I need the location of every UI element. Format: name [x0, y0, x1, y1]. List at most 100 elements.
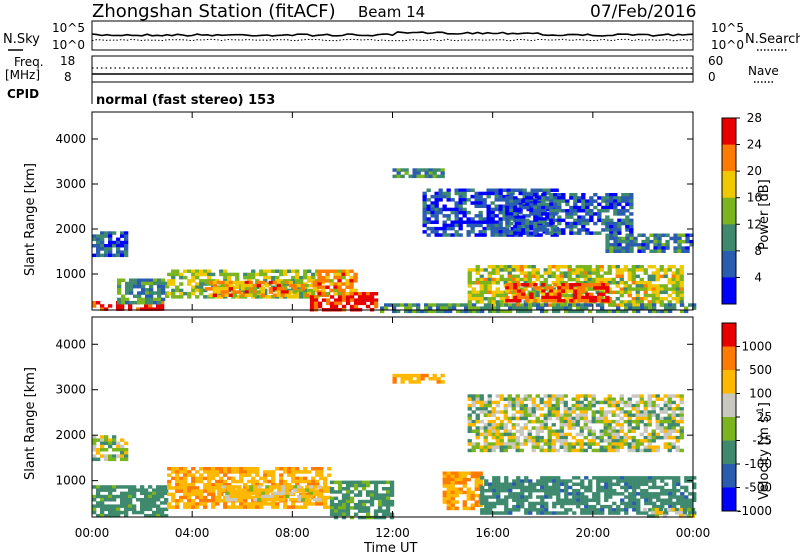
heatmap-cell	[631, 277, 636, 282]
heatmap-cell	[675, 284, 680, 288]
heatmap-cell	[641, 249, 646, 253]
heatmap-cell	[199, 269, 204, 273]
heatmap-cell	[263, 272, 268, 277]
heatmap-cell	[596, 492, 601, 496]
heatmap-cell	[553, 199, 558, 203]
heatmap-cell	[663, 287, 668, 291]
heatmap-cell	[513, 228, 518, 232]
heatmap-cell	[373, 493, 379, 497]
heatmap-cell	[664, 482, 669, 486]
heatmap-cell	[560, 303, 565, 307]
heatmap-cell	[253, 491, 258, 496]
heatmap-cell	[567, 410, 572, 414]
heatmap-cell	[613, 228, 618, 232]
heatmap-cell	[573, 209, 578, 213]
heatmap-cell	[116, 247, 121, 251]
heatmap-cell	[551, 394, 556, 398]
heatmap-cell	[484, 498, 489, 502]
heatmap-cell	[377, 499, 383, 504]
heatmap-cell	[616, 479, 621, 483]
heatmap-cell	[653, 236, 658, 241]
heatmap-cell	[495, 416, 500, 421]
heatmap-cell	[567, 293, 572, 298]
heatmap-cell	[664, 488, 669, 493]
heatmap-cell	[353, 272, 358, 277]
heatmap-cell	[311, 272, 316, 277]
heatmap-cell	[499, 445, 504, 449]
heatmap-cell	[215, 467, 220, 471]
heatmap-cell	[268, 290, 273, 294]
heatmap-cell	[595, 442, 600, 446]
heatmap-cell	[611, 281, 616, 285]
heatmap-cell	[643, 413, 648, 417]
heatmap-cell	[625, 243, 630, 247]
heatmap-cell	[519, 413, 524, 417]
heatmap-cell	[207, 467, 212, 471]
heatmap-cell	[487, 442, 492, 446]
heatmap-cell	[323, 476, 328, 481]
heatmap-cell	[108, 444, 113, 449]
heatmap-cell	[596, 479, 601, 483]
heatmap-cell	[475, 300, 480, 304]
heatmap-cell	[565, 221, 570, 226]
heatmap-cell	[629, 212, 634, 216]
heatmap-cell	[587, 274, 592, 279]
heatmap-cell	[569, 286, 574, 290]
heatmap-cell	[232, 280, 237, 285]
heatmap-cell	[329, 301, 335, 306]
heatmap-cell	[564, 501, 569, 506]
heatmap-cell	[408, 380, 413, 384]
heatmap-cell	[96, 488, 101, 492]
heatmap-cell	[217, 494, 222, 499]
heatmap-cell	[568, 303, 573, 307]
heatmap-cell	[579, 400, 584, 405]
heatmap-cell	[522, 201, 527, 205]
heatmap-cell	[537, 202, 542, 207]
heatmap-cell	[667, 407, 672, 411]
heatmap-cell	[533, 286, 538, 290]
heatmap-cell	[647, 439, 652, 443]
heatmap-cell	[512, 306, 517, 310]
heatmap-cell	[607, 290, 612, 295]
heatmap-cell	[120, 231, 125, 235]
heatmap-cell	[611, 413, 616, 417]
heatmap-cell	[579, 413, 584, 417]
heatmap-cell	[341, 298, 347, 302]
heatmap-cell	[283, 483, 288, 487]
heatmap-cell	[635, 423, 640, 427]
heatmap-cell	[631, 448, 636, 453]
heatmap-cell	[677, 236, 682, 241]
heatmap-cell	[502, 214, 507, 218]
heatmap-cell	[494, 233, 499, 237]
heatmap-cell	[251, 470, 256, 474]
heatmap-cell	[559, 423, 564, 427]
heatmap-cell	[333, 515, 339, 520]
heatmap-cell	[235, 285, 240, 289]
heatmap-cell	[440, 171, 445, 175]
heatmap-cell	[635, 394, 640, 398]
heatmap-cell	[587, 400, 592, 405]
heatmap-cell	[517, 199, 522, 203]
heatmap-cell	[575, 403, 580, 408]
heatmap-cell	[454, 471, 459, 475]
heatmap-cell	[692, 485, 697, 490]
heatmap-cell	[474, 477, 479, 482]
heatmap-cell	[233, 491, 238, 496]
heatmap-cell	[554, 233, 559, 237]
heatmap-cell	[544, 508, 549, 512]
heatmap-cell	[280, 280, 285, 285]
heatmap-cell	[647, 432, 652, 437]
heatmap-cell	[575, 265, 580, 269]
heatmap-cell	[479, 290, 484, 295]
heatmap-cell	[547, 400, 552, 405]
heatmap-cell	[434, 191, 439, 196]
heatmap-cell	[519, 287, 524, 291]
heatmap-cell	[553, 193, 558, 197]
heatmap-cell	[424, 171, 429, 175]
heatmap-cell	[600, 479, 605, 483]
heatmap-cell	[100, 514, 105, 518]
heatmap-cell	[487, 419, 492, 424]
heatmap-cell	[345, 291, 350, 296]
heatmap-cell	[661, 243, 666, 247]
